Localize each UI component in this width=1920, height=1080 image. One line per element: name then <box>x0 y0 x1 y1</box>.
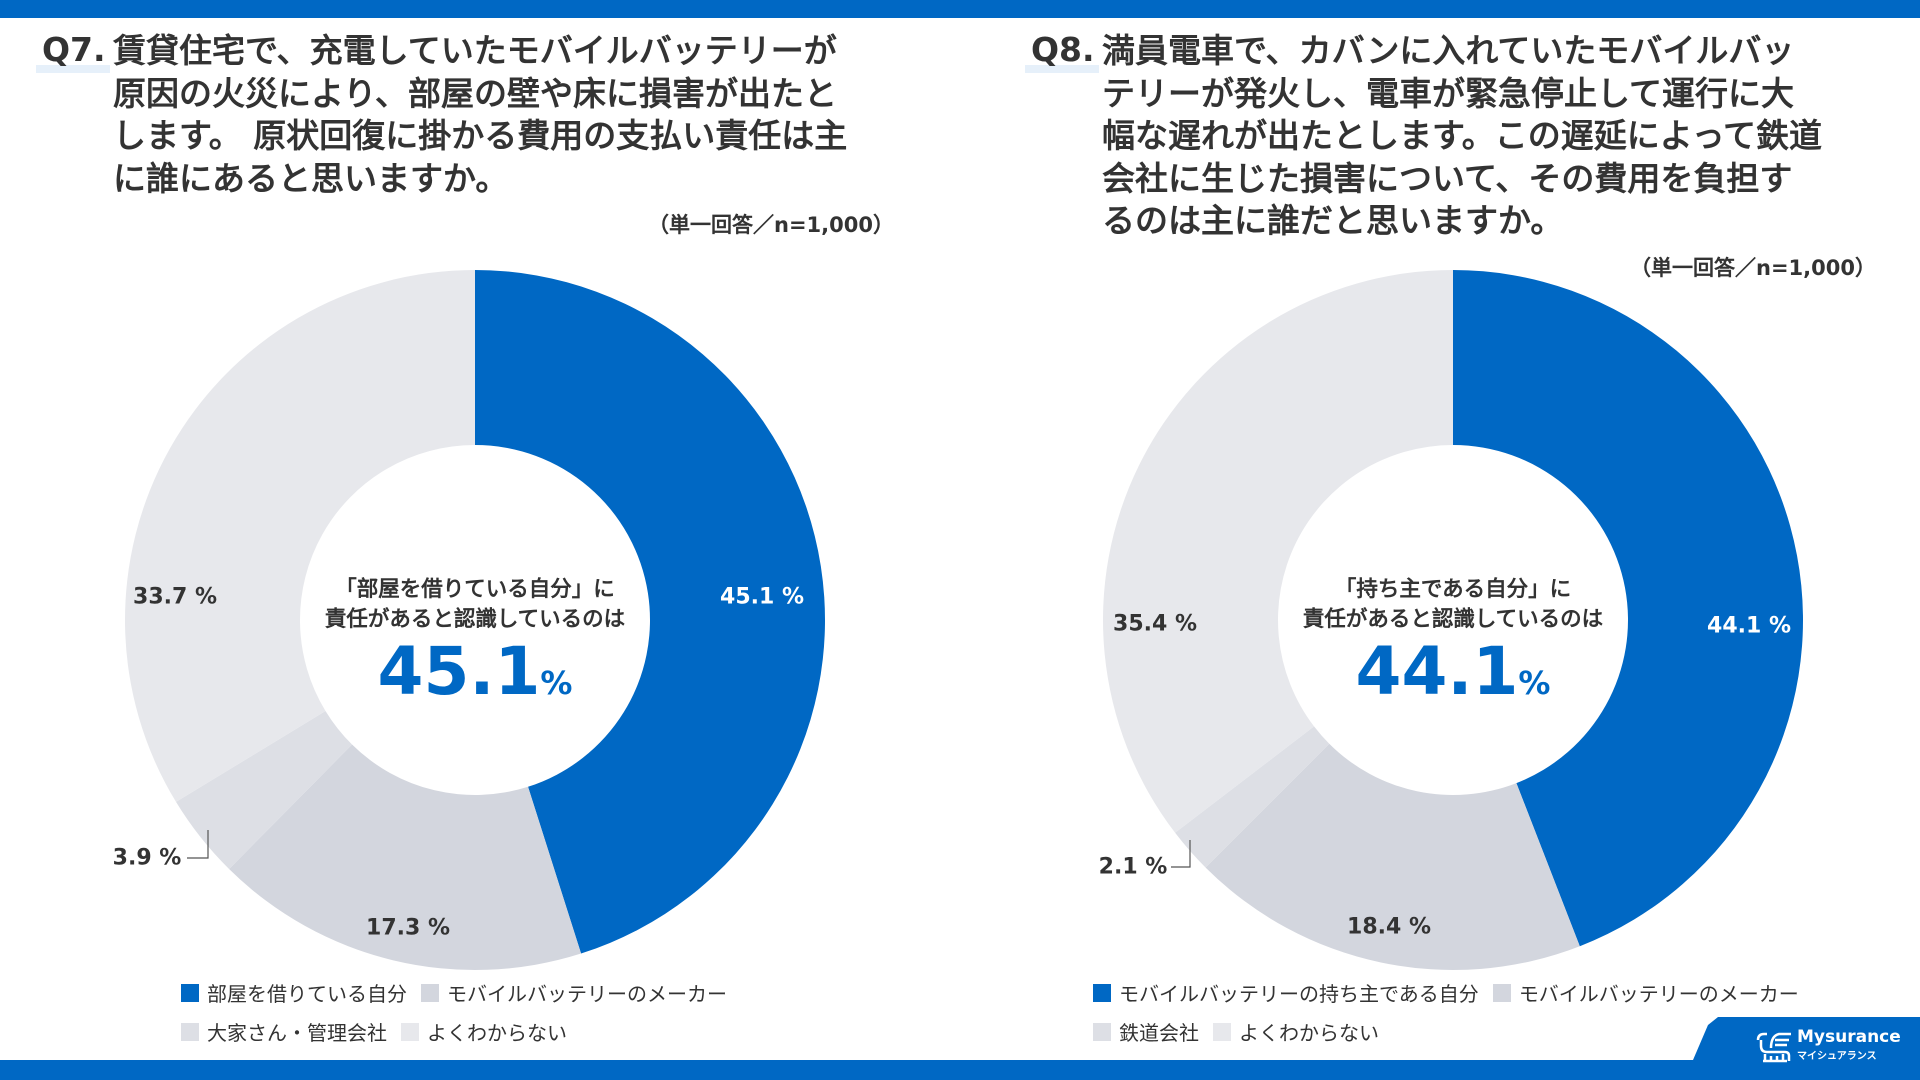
bottom-bar <box>0 1060 1920 1080</box>
donut-slice-1 <box>475 270 825 954</box>
logo-tab <box>1690 1017 1920 1067</box>
q7-legend: 部屋を借りている自分 モバイルバッテリーのメーカー 大家さん・管理会社 よくわか… <box>181 973 727 1051</box>
q8-question-line: テリーが発火し、電車が緊急停止して運行に大 <box>1102 73 1795 113</box>
q7-center-unit: % <box>540 664 573 702</box>
q7-center-line1: 「部屋を借りている自分」に <box>335 577 615 602</box>
q8-label-unknown: 35.4 % <box>1113 611 1197 637</box>
q8-question: 満員電車で、カバンに入れていたモバイルバッ テリーが発火し、電車が緊急停止して運… <box>1102 30 1822 243</box>
legend-item: 部屋を借りている自分 <box>181 978 407 1007</box>
q7-center-line2: 責任があると認識しているのは <box>324 607 626 632</box>
q8-note: （単一回答／n=1,000） <box>1630 256 1876 280</box>
legend-label: 鉄道会社 <box>1119 1021 1199 1045</box>
q8-question-line: 会社に生じた損害について、その費用を負担す <box>1102 158 1793 198</box>
donut-slice-3 <box>176 710 353 870</box>
q8-question-line: 満員電車で、カバンに入れていたモバイルバッ <box>1102 31 1795 70</box>
q7-note: （単一回答／n=1,000） <box>648 213 894 237</box>
q7-question-line: 賃貸住宅で、充電していたモバイルバッテリーが <box>113 31 837 70</box>
q8-center-number: 44.1 <box>1355 633 1519 710</box>
legend-label: よくわからない <box>1239 1021 1379 1045</box>
q7-donut <box>124 270 825 971</box>
q7-question-line: 原因の火災により、部屋の壁や床に損害が出たと <box>113 73 838 113</box>
q7-label-self: 45.1 % <box>720 584 804 610</box>
legend-label: モバイルバッテリーのメーカー <box>447 982 727 1006</box>
q8-center-unit: % <box>1518 664 1551 702</box>
q7-question-line: します。 原状回復に掛かる費用の支払い責任は主 <box>113 116 848 155</box>
legend-item: よくわからない <box>1213 1017 1379 1046</box>
legend-item: モバイルバッテリーのメーカー <box>421 978 727 1007</box>
legend-swatch <box>181 1022 199 1041</box>
legend-label: モバイルバッテリーのメーカー <box>1518 982 1799 1006</box>
brand-name-jp: マイシュアランス <box>1797 1051 1877 1062</box>
legend-swatch <box>1093 983 1111 1002</box>
q8-center-value: 44.1% <box>1273 635 1633 720</box>
q8-center-line1: 「持ち主である自分」に <box>1334 577 1572 602</box>
q8-leader-line <box>1171 840 1191 868</box>
q7-question-line: に誰にあると思いますか。 <box>113 158 509 198</box>
q8-legend: モバイルバッテリーの持ち主である自分 モバイルバッテリーのメーカー 鉄道会社 よ… <box>1093 973 1799 1051</box>
donut-slice-3 <box>1175 726 1330 868</box>
donut-slice-1 <box>1453 270 1803 947</box>
q8-question-line: 幅な遅れが出たとします。この遅延によって鉄道 <box>1102 116 1823 155</box>
legend-swatch <box>401 1022 419 1041</box>
legend-swatch <box>1093 1022 1111 1041</box>
donut-slice-4 <box>124 270 475 802</box>
brand-name-en: Mysurance <box>1797 1027 1901 1047</box>
q8-donut <box>1103 270 1803 971</box>
legend-swatch <box>181 983 199 1002</box>
q7-center-text: 「部屋を借りている自分」に 責任があると認識しているのは 45.1% <box>295 575 655 720</box>
legend-swatch <box>1492 983 1511 1002</box>
pegasus-logo-icon <box>1756 1032 1791 1063</box>
q8-center-line2: 責任があると認識しているのは <box>1302 607 1604 632</box>
q7-label-maker: 17.3 % <box>366 915 450 941</box>
legend-swatch <box>421 983 439 1002</box>
q7-label-landlord: 3.9 % <box>112 845 182 871</box>
q7-question: 賃貸住宅で、充電していたモバイルバッテリーが 原因の火災により、部屋の壁や床に損… <box>113 30 847 200</box>
legend-item: モバイルバッテリーのメーカー <box>1492 978 1799 1007</box>
legend-label: よくわからない <box>427 1021 567 1045</box>
donut-slice-2 <box>229 744 582 971</box>
legend-label: 大家さん・管理会社 <box>207 1021 387 1045</box>
donut-slice-4 <box>1103 270 1453 833</box>
legend-item: 大家さん・管理会社 <box>181 1017 387 1046</box>
q8-label-railway: 2.1 % <box>1098 854 1168 880</box>
q8-question-line: るのは主に誰だと思いますか。 <box>1102 201 1564 240</box>
q7-label-unknown: 33.7 % <box>133 584 217 610</box>
legend-item: 鉄道会社 <box>1093 1017 1199 1046</box>
legend-item: よくわからない <box>401 1017 567 1046</box>
q8-label-self: 44.1 % <box>1707 613 1791 639</box>
legend-swatch <box>1213 1022 1231 1041</box>
legend-label: 部屋を借りている自分 <box>207 982 407 1006</box>
q8-center-text: 「持ち主である自分」に 責任があると認識しているのは 44.1% <box>1273 575 1633 720</box>
q7-center-value: 45.1% <box>295 635 655 720</box>
legend-label: モバイルバッテリーの持ち主である自分 <box>1119 982 1479 1006</box>
legend-item: モバイルバッテリーの持ち主である自分 <box>1093 978 1479 1007</box>
donut-slice-2 <box>1205 743 1580 971</box>
q7-leader-line <box>187 830 209 859</box>
q8-label-maker: 18.4 % <box>1347 914 1431 940</box>
top-bar <box>0 0 1920 18</box>
q7-center-number: 45.1 <box>377 633 541 710</box>
